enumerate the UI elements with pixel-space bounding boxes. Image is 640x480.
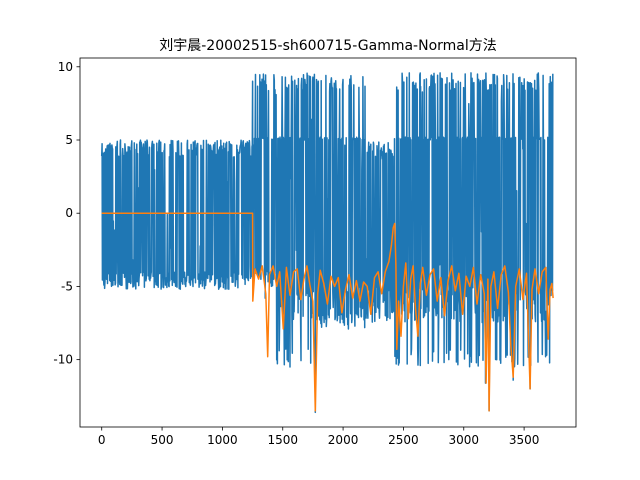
- x-tick-label: 500: [151, 433, 174, 447]
- x-tick-label: 2000: [328, 433, 359, 447]
- y-tick-label: 10: [58, 60, 73, 74]
- y-tick-label: 0: [65, 206, 73, 220]
- x-tick-label: 2500: [388, 433, 419, 447]
- x-tick-label: 0: [98, 433, 106, 447]
- series-1-line: [100, 72, 554, 414]
- series-2-line: [101, 212, 554, 412]
- chart-title: 刘宇晨-20002515-sh600715-Gamma-Normal方法: [159, 38, 497, 54]
- axes: 0 500 1000 1500 2000 2500 3000 3500 -10 -5 0 5 10: [53, 57, 577, 447]
- x-tick-label: 1000: [207, 433, 238, 447]
- y-tick-label: -5: [61, 279, 73, 293]
- x-tick-label: 3500: [509, 433, 540, 447]
- plot-area: [100, 72, 554, 414]
- x-tick-label: 3000: [448, 433, 479, 447]
- y-tick-label: -10: [53, 353, 73, 367]
- x-tick-label: 1500: [267, 433, 298, 447]
- y-tick-label: 5: [65, 133, 73, 147]
- plot-frame: [79, 57, 577, 428]
